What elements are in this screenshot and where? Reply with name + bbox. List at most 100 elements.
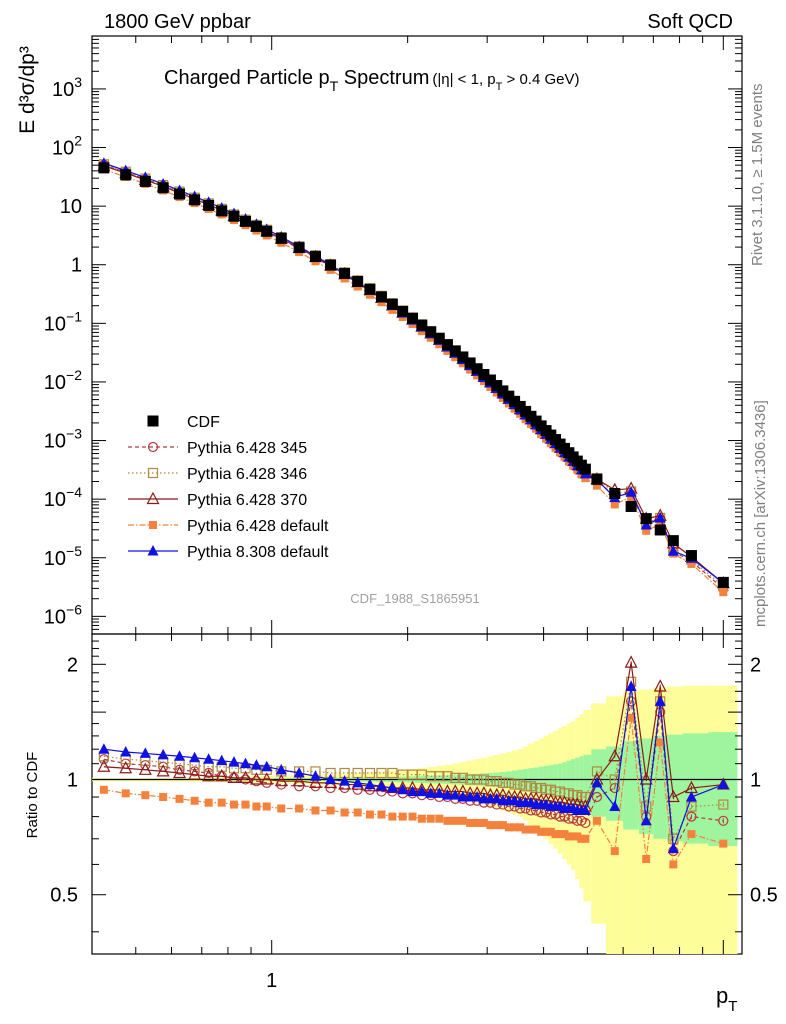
ratio-point-pythia-6-428-370	[156, 764, 170, 777]
cdf-point	[457, 351, 469, 363]
ratio-point-pythia-6-428-370	[119, 760, 133, 774]
cdf-point	[478, 368, 490, 380]
ratio-point-pythia-6-428-default	[175, 794, 184, 803]
title-sub: T	[330, 78, 339, 94]
ratio-point-pythia-6-428-346	[465, 774, 476, 785]
ratio-point-pythia-6-428-default	[377, 810, 386, 819]
ratio-tick-label-left: 2	[67, 654, 78, 676]
cdf-point	[364, 283, 376, 295]
ratio-point-pythia-6-428-default	[353, 808, 362, 817]
ratio-point-pythia-6-428-370	[138, 762, 152, 775]
cdf-point	[339, 267, 351, 279]
ratio-point-pythia-8-308-default	[491, 792, 503, 804]
ratio-point-pythia-6-428-default	[159, 793, 168, 802]
ratio-point-pythia-6-428-default	[492, 821, 501, 830]
ratio-point-pythia-6-428-default	[204, 798, 213, 807]
ratio-point-pythia-6-428-default	[340, 808, 349, 817]
ratio-point-pythia-6-428-346	[591, 766, 603, 777]
y-tick-label: 10−2	[44, 367, 82, 394]
ratio-point-pythia-6-428-default	[581, 834, 590, 843]
cdf-point	[406, 312, 418, 324]
ratio-point-pythia-6-428-370	[274, 773, 288, 787]
cdf-point	[579, 463, 591, 475]
legend-entry-pythia-6-428-346: Pythia 6.428 346	[128, 466, 307, 483]
band-inner-bin	[623, 741, 639, 830]
ratio-point-pythia-6-428-default	[510, 823, 519, 832]
title-cut-b: > 0.4 GeV)	[502, 71, 579, 88]
ratio-point-pythia-6-428-345	[580, 817, 591, 829]
ratio-point-pythia-8-308-default	[375, 780, 387, 791]
ratio-point-pythia-6-428-345	[294, 781, 305, 792]
ratio-point-pythia-6-428-default	[141, 791, 150, 800]
cdf-point	[216, 205, 228, 217]
y-tick-label: 10−3	[44, 426, 82, 453]
legend-label-pythia-6-428-345: Pythia 6.428 345	[187, 440, 307, 457]
ratio-point-pythia-6-428-346	[387, 767, 398, 779]
ratio-point-pythia-8-308-default	[98, 743, 110, 754]
ratio-point-pythia-8-308-default	[464, 791, 476, 802]
ratio-point-pythia-6-428-370	[608, 748, 622, 762]
ratio-point-pythia-6-428-default	[262, 802, 271, 811]
cdf-point	[309, 251, 321, 263]
ratio-point-pythia-8-308-default	[433, 787, 445, 798]
cdf-point	[509, 395, 521, 407]
cdf-point	[433, 332, 445, 344]
ratio-point-pythia-8-308-default	[471, 791, 483, 802]
ratio-point-pythia-8-308-default	[216, 754, 228, 766]
cdf-point	[625, 500, 637, 512]
cdf-point	[491, 380, 503, 392]
ratio-point-pythia-6-428-370	[202, 768, 216, 782]
legend-marker-cdf	[147, 415, 159, 427]
ratio-point-pythia-6-428-346	[442, 771, 453, 782]
ratio-point-pythia-6-428-346	[478, 774, 489, 785]
ratio-point-pythia-8-308-default	[240, 757, 252, 769]
cdf-point	[240, 215, 252, 227]
ratio-point-pythia-6-428-default	[365, 810, 374, 819]
band-inner-bin	[553, 764, 558, 797]
ratio-series-pythia-6-428-default	[99, 713, 728, 869]
band-inner-bin	[583, 754, 592, 809]
ratio-point-pythia-8-308-default	[293, 766, 305, 778]
cdf-point	[261, 225, 273, 237]
ratio-point-pythia-6-428-default	[642, 854, 651, 863]
ratio-point-pythia-6-428-345	[718, 815, 729, 826]
legend-entry-pythia-6-428-default: Pythia 6.428 default	[128, 518, 329, 535]
ratio-point-pythia-6-428-default	[229, 800, 238, 809]
ratio-point-pythia-6-428-370	[173, 765, 187, 779]
legend-marker-pythia-8-308-default	[147, 545, 159, 556]
ratio-point-pythia-6-428-370	[639, 772, 653, 785]
cdf-point	[293, 242, 305, 254]
y-tick-label: 103	[52, 74, 82, 101]
ratio-point-pythia-6-428-default	[537, 827, 546, 836]
main-point-pythia-6-428-default	[642, 526, 651, 535]
ratio-point-pythia-6-428-370	[308, 775, 322, 788]
ratio-point-pythia-8-308-default	[325, 773, 337, 785]
ratio-point-pythia-6-428-346	[509, 779, 520, 790]
ratio-point-pythia-6-428-346	[485, 776, 496, 787]
ratio-point-pythia-6-428-default	[466, 818, 475, 827]
ratio-point-pythia-6-428-default	[551, 830, 560, 839]
legend-marker-pythia-6-428-345	[147, 441, 159, 453]
x-axis-label: pT	[716, 983, 737, 1015]
main-point-pythia-6-428-default	[687, 559, 696, 568]
ratio-point-pythia-6-428-default	[326, 806, 335, 815]
ratio-point-pythia-6-428-345	[591, 791, 603, 803]
ratio-tick-label-left: 1	[67, 770, 78, 792]
main-point-pythia-8-308-default	[667, 545, 679, 556]
ratio-point-pythia-8-308-default	[228, 756, 240, 767]
ratio-point-pythia-6-428-default	[311, 806, 320, 815]
ratio-point-pythia-8-308-default	[625, 680, 637, 691]
ratio-axis-label: Ratio to CDF	[24, 752, 41, 839]
rivet-version: Rivet 3.1.10, ≥ 1.5M events	[749, 84, 766, 267]
band-inner-bin	[566, 760, 572, 801]
band-inner-bin	[548, 765, 554, 796]
title-main: Charged Particle p	[164, 67, 330, 89]
ratio-point-pythia-6-428-370	[260, 772, 274, 785]
main-point-pythia-6-428-default	[592, 481, 601, 490]
ratio-point-pythia-6-428-default	[516, 823, 525, 832]
ratio-point-pythia-6-428-370	[624, 655, 638, 668]
ratio-point-pythia-6-428-default	[687, 830, 696, 839]
ratio-point-pythia-8-308-default	[250, 759, 262, 770]
cdf-point	[441, 339, 453, 351]
